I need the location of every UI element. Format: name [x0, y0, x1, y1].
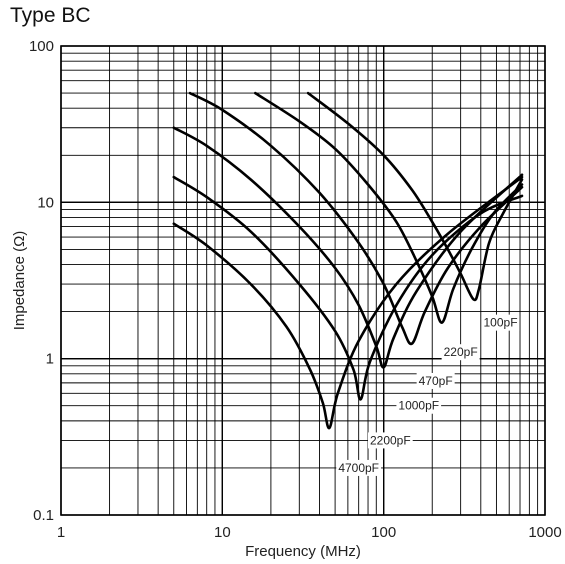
y-tick-label: 10	[37, 194, 54, 211]
x-tick-label: 10	[214, 524, 231, 541]
series-label-2200pf: 2200pF	[370, 433, 411, 447]
series-label-1000pf: 1000pF	[398, 399, 439, 413]
y-axis-label: Impedance (Ω)	[11, 231, 28, 331]
series-label-bg	[481, 314, 520, 331]
series-line-100pf	[306, 91, 524, 302]
series-line-4700pf	[172, 175, 524, 430]
series-label-bg	[336, 459, 382, 476]
series-label-100pf: 100pF	[484, 316, 518, 330]
y-tick-label: 0.1	[33, 507, 54, 524]
series-line-2200pf	[172, 175, 524, 401]
series-label-bg	[396, 397, 442, 414]
series-label-470pf: 470pF	[419, 374, 453, 388]
series-label-bg	[441, 344, 480, 361]
series-labels: 100pF 220pF 470pF 1000pF 2200pF 4700pF	[336, 314, 520, 476]
series-line-1000pf	[172, 126, 524, 369]
grid	[60, 45, 546, 516]
series-line-470pf	[188, 91, 524, 346]
x-tick-label: 100	[371, 524, 396, 541]
series-label-4700pf: 4700pF	[338, 461, 379, 475]
y-tick-label: 1	[46, 351, 54, 368]
series-lines	[172, 91, 524, 430]
y-tick-label: 100	[29, 38, 54, 55]
series-label-220pf: 220pF	[444, 345, 478, 359]
plot-frame	[60, 45, 546, 516]
x-axis-label: Frequency (MHz)	[245, 543, 361, 560]
series-label-bg	[367, 432, 413, 449]
x-tick-label: 1	[57, 524, 65, 541]
series-label-bg	[416, 372, 455, 389]
x-tick-label: 1000	[528, 524, 561, 541]
chart-title: Type BC	[10, 4, 91, 27]
